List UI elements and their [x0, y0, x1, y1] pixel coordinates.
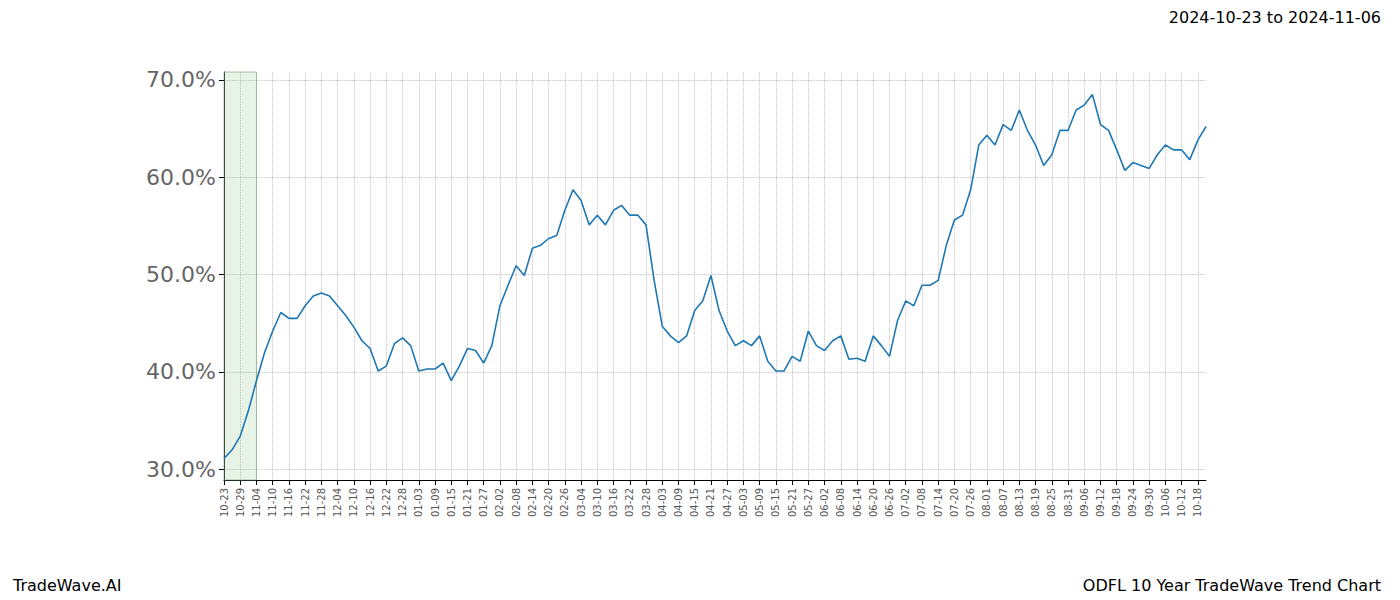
svg-text:02-02: 02-02: [494, 488, 505, 517]
svg-text:08-07: 08-07: [998, 488, 1009, 517]
svg-text:09-18: 09-18: [1111, 488, 1122, 517]
svg-text:05-03: 05-03: [738, 488, 749, 517]
svg-text:06-26: 06-26: [884, 488, 895, 517]
svg-text:05-27: 05-27: [803, 488, 814, 517]
svg-text:08-25: 08-25: [1046, 488, 1057, 517]
svg-text:02-14: 02-14: [527, 488, 538, 517]
svg-text:07-20: 07-20: [949, 488, 960, 517]
svg-text:03-10: 03-10: [592, 488, 603, 517]
svg-text:60.0%: 60.0%: [146, 165, 216, 190]
svg-text:TradeWave.AI: TradeWave.AI: [12, 576, 121, 595]
svg-text:04-15: 04-15: [689, 488, 700, 517]
svg-text:10-29: 10-29: [235, 488, 246, 517]
svg-text:03-16: 03-16: [608, 488, 619, 517]
svg-text:06-08: 06-08: [835, 488, 846, 517]
svg-text:01-15: 01-15: [446, 488, 457, 517]
svg-text:08-19: 08-19: [1030, 488, 1041, 517]
svg-text:05-21: 05-21: [787, 488, 798, 517]
svg-text:05-09: 05-09: [754, 488, 765, 517]
svg-text:02-20: 02-20: [543, 488, 554, 517]
svg-text:10-12: 10-12: [1176, 488, 1187, 517]
svg-text:07-02: 07-02: [900, 488, 911, 517]
svg-text:07-26: 07-26: [965, 488, 976, 517]
svg-text:10-06: 10-06: [1160, 488, 1171, 517]
svg-text:01-03: 01-03: [413, 488, 424, 517]
svg-text:09-24: 09-24: [1127, 488, 1138, 517]
svg-text:05-15: 05-15: [770, 488, 781, 517]
svg-text:03-04: 03-04: [576, 488, 587, 517]
svg-text:11-16: 11-16: [283, 488, 294, 517]
svg-text:12-28: 12-28: [397, 488, 408, 517]
svg-text:04-21: 04-21: [705, 488, 716, 517]
svg-text:70.0%: 70.0%: [146, 67, 216, 92]
svg-text:06-14: 06-14: [852, 488, 863, 517]
svg-text:ODFL 10 Year TradeWave Trend C: ODFL 10 Year TradeWave Trend Chart: [1083, 576, 1381, 595]
svg-text:12-10: 12-10: [348, 488, 359, 517]
svg-text:02-26: 02-26: [559, 488, 570, 517]
svg-text:50.0%: 50.0%: [146, 262, 216, 287]
svg-text:12-04: 12-04: [332, 488, 343, 517]
svg-text:04-03: 04-03: [657, 488, 668, 517]
svg-text:06-02: 06-02: [819, 488, 830, 517]
svg-text:2024-10-23 to 2024-11-06: 2024-10-23 to 2024-11-06: [1169, 8, 1381, 27]
svg-text:01-09: 01-09: [430, 488, 441, 517]
svg-text:10-18: 10-18: [1192, 488, 1203, 517]
svg-text:11-28: 11-28: [316, 488, 327, 517]
svg-text:08-31: 08-31: [1063, 488, 1074, 517]
svg-text:06-20: 06-20: [868, 488, 879, 517]
svg-text:08-13: 08-13: [1014, 488, 1025, 517]
svg-text:04-09: 04-09: [673, 488, 684, 517]
svg-text:30.0%: 30.0%: [146, 457, 216, 482]
svg-text:11-22: 11-22: [300, 488, 311, 517]
svg-text:01-27: 01-27: [478, 488, 489, 517]
svg-text:07-08: 07-08: [916, 488, 927, 517]
svg-text:03-22: 03-22: [624, 488, 635, 517]
svg-text:09-12: 09-12: [1095, 488, 1106, 517]
svg-text:01-21: 01-21: [462, 488, 473, 517]
svg-text:11-10: 11-10: [267, 488, 278, 517]
svg-text:07-14: 07-14: [933, 488, 944, 517]
svg-text:12-16: 12-16: [365, 488, 376, 517]
svg-text:40.0%: 40.0%: [146, 359, 216, 384]
svg-text:09-30: 09-30: [1144, 488, 1155, 517]
svg-text:10-23: 10-23: [219, 488, 230, 517]
svg-text:11-04: 11-04: [251, 488, 262, 517]
svg-text:03-28: 03-28: [641, 488, 652, 517]
svg-text:09-06: 09-06: [1079, 488, 1090, 517]
svg-text:12-22: 12-22: [381, 488, 392, 517]
svg-text:08-01: 08-01: [981, 488, 992, 517]
svg-text:02-08: 02-08: [511, 488, 522, 517]
svg-text:04-27: 04-27: [722, 488, 733, 517]
